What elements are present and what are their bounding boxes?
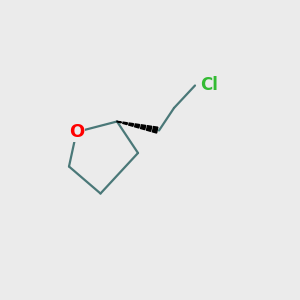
Polygon shape (152, 127, 158, 133)
Polygon shape (146, 126, 152, 131)
Polygon shape (135, 124, 140, 128)
Polygon shape (129, 123, 134, 126)
Text: O: O (69, 123, 84, 141)
Polygon shape (117, 121, 121, 123)
Polygon shape (123, 122, 127, 124)
Polygon shape (141, 125, 146, 130)
Text: Cl: Cl (200, 76, 218, 94)
